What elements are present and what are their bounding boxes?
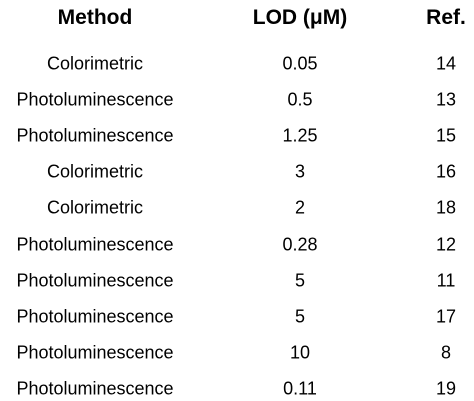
method-cell: Colorimetric bbox=[46, 53, 144, 74]
method-cell: Photoluminescence bbox=[16, 378, 174, 399]
ref-cell: 18 bbox=[435, 197, 457, 218]
method-cell: Photoluminescence bbox=[16, 125, 174, 146]
ref-cell: 8 bbox=[440, 342, 452, 363]
ref-cell: 14 bbox=[435, 53, 457, 74]
ref-cell: 11 bbox=[436, 270, 456, 291]
method-cell: Colorimetric bbox=[46, 161, 144, 182]
lod-cell: 3 bbox=[294, 161, 306, 182]
lod-cell: 10 bbox=[289, 342, 311, 363]
lod-cell: 0.28 bbox=[282, 234, 318, 254]
ref-cell: 15 bbox=[435, 125, 457, 146]
lod-cell: 5 bbox=[294, 270, 306, 291]
method-cell: Photoluminescence bbox=[16, 234, 174, 254]
ref-cell: 16 bbox=[435, 161, 457, 182]
lod-cell: 2 bbox=[294, 197, 306, 218]
method-cell: Photoluminescence bbox=[16, 306, 174, 327]
ref-cell: 19 bbox=[435, 378, 457, 399]
lod-cell: 1.25 bbox=[282, 125, 318, 146]
header-lod: LOD (μM) bbox=[252, 6, 348, 29]
ref-cell: 17 bbox=[435, 306, 457, 327]
method-cell: Photoluminescence bbox=[16, 342, 174, 363]
lod-cell: 5 bbox=[294, 306, 306, 327]
method-cell: Photoluminescence bbox=[16, 89, 174, 110]
header-ref: Ref. bbox=[426, 6, 466, 29]
ref-cell: 13 bbox=[435, 89, 457, 110]
ref-cell: 12 bbox=[435, 234, 457, 254]
lod-cell: 0.11 bbox=[283, 378, 317, 399]
method-cell: Photoluminescence bbox=[16, 270, 174, 291]
header-method: Method bbox=[57, 6, 133, 29]
lod-cell: 0.05 bbox=[282, 53, 318, 74]
lod-cell: 0.5 bbox=[287, 89, 313, 110]
method-cell: Colorimetric bbox=[46, 197, 144, 218]
